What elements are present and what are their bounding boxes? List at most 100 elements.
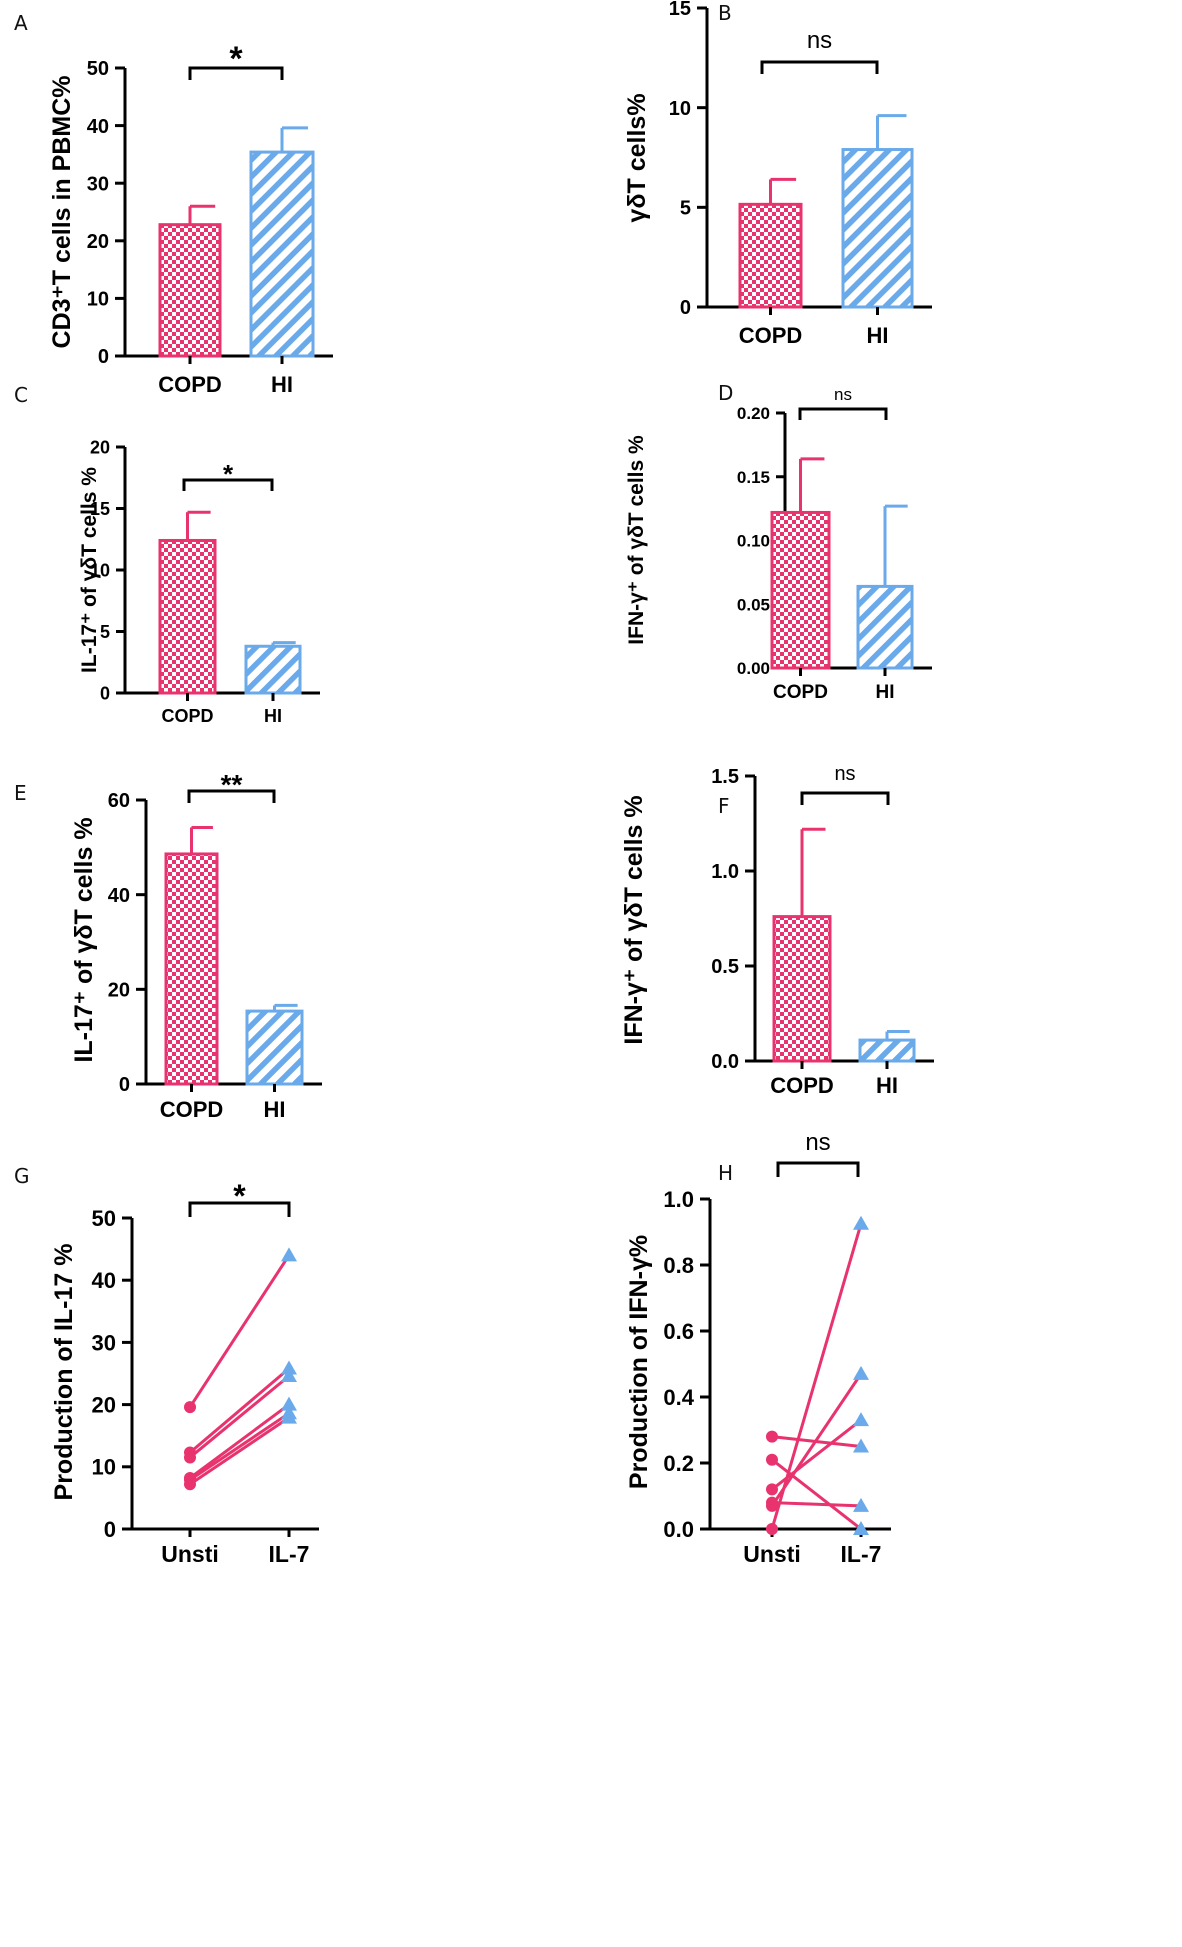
significance-bracket: [187, 789, 276, 803]
panel-letter: C: [14, 383, 28, 407]
category-label: IL-7: [269, 1541, 310, 1567]
paired-line: [771, 1501, 862, 1508]
bar-copd: [158, 223, 222, 358]
y-tick-label: 0.15: [737, 468, 770, 487]
bar-hi: [245, 1009, 304, 1086]
category-label: COPD: [773, 682, 828, 703]
unsti-point: [766, 1483, 778, 1496]
panel-e: E 0 20 40 60 IL-17⁺ of γδT cells % COPD HI **: [14, 769, 322, 1122]
y-tick-label: 1.5: [711, 766, 739, 788]
y-tick-label: 10: [92, 1455, 116, 1480]
paired-line: [189, 1403, 290, 1480]
y-tick-label: 0: [119, 1074, 130, 1096]
panel-letter: A: [14, 11, 28, 35]
y-axis-title: IFN-γ⁺ of γδT cells %: [620, 795, 648, 1044]
il7-point: [281, 1396, 297, 1411]
y-tick-label: 50: [92, 1206, 116, 1231]
category-label: Unsti: [743, 1541, 801, 1567]
y-tick-label: 0: [100, 683, 110, 703]
il7-point: [853, 1365, 869, 1380]
il7-point: [853, 1521, 869, 1535]
category-label: COPD: [158, 372, 222, 397]
significance-label: ns: [805, 1129, 830, 1156]
y-tick-label: 10: [669, 98, 691, 120]
y-axis-title: Production of IFN-γ%: [625, 1235, 653, 1489]
y-tick-label: 0.0: [663, 1517, 694, 1542]
y-tick-label: 60: [108, 790, 130, 812]
bar-hi: [249, 150, 315, 358]
panel-letter: G: [14, 1164, 30, 1188]
significance-bracket: [760, 60, 879, 74]
significance-bracket: [188, 66, 284, 80]
y-tick-label: 40: [92, 1268, 116, 1293]
panel-d: D 0.00 0.05 0.10 0.15 0.20 IFN-γ⁺ of γδT cells…: [625, 381, 932, 703]
significance-label: ns: [807, 27, 832, 54]
significance-label: **: [221, 769, 243, 800]
y-tick-label: 20: [108, 980, 130, 1002]
significance-bracket: [188, 1201, 291, 1217]
significance-label: *: [223, 459, 234, 489]
y-tick-label: 0.00: [737, 659, 770, 678]
y-tick-label: 5: [680, 198, 691, 220]
y-tick-label: 0.4: [663, 1385, 694, 1410]
y-axis-title: IL-17⁺ of γδT cells %: [78, 467, 101, 673]
category-label: HI: [876, 1073, 898, 1098]
y-tick-label: 50: [87, 58, 109, 80]
il7-point: [853, 1497, 869, 1512]
panel-f: F 0.0 0.5 1.0 1.5 IFN-γ⁺ of γδT cells % COPD HI…: [620, 763, 934, 1098]
unsti-point: [766, 1430, 778, 1443]
y-tick-label: 0.5: [711, 956, 739, 978]
paired-line: [189, 1367, 290, 1454]
bar-copd: [738, 202, 803, 309]
bar-copd: [158, 538, 217, 695]
paired-line: [771, 1458, 862, 1531]
panel-b: B 0 5 10 15 γδT cells% COPD HI ns: [623, 0, 932, 348]
y-tick-label: 0.6: [663, 1319, 694, 1344]
paired-line: [189, 1412, 290, 1482]
y-tick-label: 20: [90, 437, 110, 457]
significance-label: ns: [834, 763, 855, 785]
category-label: HI: [264, 1097, 286, 1122]
category-label: Unsti: [161, 1541, 219, 1567]
unsti-point: [184, 1451, 196, 1464]
y-tick-label: 30: [92, 1330, 116, 1355]
significance-bracket: [800, 791, 890, 805]
category-label: HI: [876, 682, 895, 703]
il7-point: [281, 1409, 297, 1424]
y-tick-label: 5: [100, 622, 110, 642]
il7-point: [281, 1360, 297, 1375]
paired-line: [188, 1254, 291, 1408]
significance-label: *: [233, 1178, 246, 1214]
y-tick-label: 20: [92, 1393, 116, 1418]
y-tick-label: 0.10: [737, 532, 770, 551]
panel-g: G 0 10 20 30 40 50 Production of IL-17 % Unsti IL…: [14, 1164, 319, 1567]
significance-label: *: [229, 40, 243, 78]
y-tick-label: 0: [104, 1517, 116, 1542]
y-axis-title: Production of IL-17 %: [50, 1244, 78, 1501]
unsti-point: [184, 1401, 196, 1414]
y-tick-label: 15: [669, 0, 691, 20]
significance-bracket: [798, 407, 888, 420]
panel-h: H 0.0 0.2 0.4 0.6 0.8 1.0 Production of IFN-γ% U…: [625, 1129, 891, 1567]
y-axis-title: IFN-γ⁺ of γδT cells %: [625, 435, 648, 645]
paired-line: [770, 1373, 863, 1507]
bar-copd: [772, 915, 832, 1063]
il7-point: [853, 1438, 869, 1453]
paired-line: [189, 1374, 290, 1459]
y-tick-label: 10: [90, 560, 110, 580]
y-tick-label: 0: [680, 297, 691, 319]
bar-hi: [244, 644, 302, 695]
y-tick-label: 15: [90, 499, 110, 519]
bar-hi: [858, 1038, 916, 1063]
paired-line: [189, 1416, 290, 1486]
category-label: HI: [264, 706, 282, 726]
y-tick-label: 1.0: [663, 1187, 694, 1212]
unsti-point: [766, 1499, 778, 1512]
unsti-point: [766, 1453, 778, 1466]
category-label: COPD: [160, 1097, 224, 1122]
bar-copd: [164, 852, 219, 1086]
y-tick-label: 0: [98, 346, 109, 368]
panel-letter: E: [14, 781, 27, 805]
category-label: HI: [867, 323, 889, 348]
